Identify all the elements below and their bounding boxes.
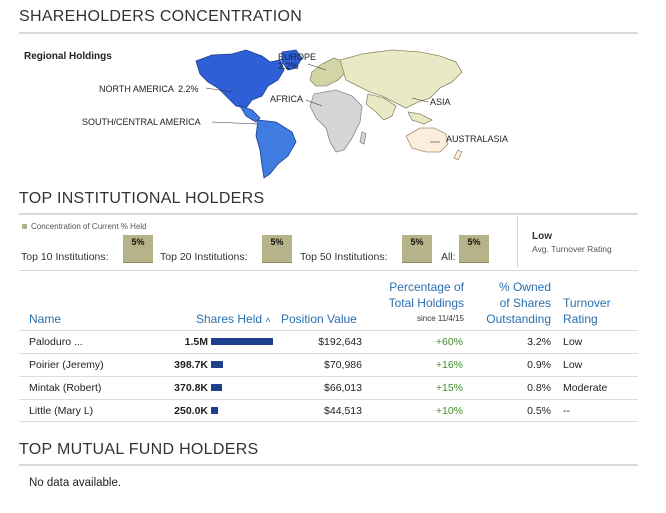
- holder-name[interactable]: Paloduro ...: [29, 336, 83, 348]
- concentration-value: 5%: [459, 235, 489, 263]
- top-institutional-holders-title: TOP INSTITUTIONAL HOLDERS: [19, 190, 265, 207]
- avg-turnover-value: Low: [532, 231, 552, 242]
- pct-change: +15%: [435, 382, 463, 394]
- region-australasia: [405, 127, 449, 153]
- header-pct-holdings-since: since 11/4/15: [417, 314, 464, 323]
- region-asia: [339, 49, 463, 109]
- table-row[interactable]: Poirier (Jeremy) 398.7K $70,986 +16% 0.9% Low: [19, 353, 638, 376]
- section-divider: [19, 464, 638, 466]
- regional-holdings-heading: Regional Holdings: [24, 51, 112, 62]
- concentration-label: Top 20 Institutions:: [160, 251, 248, 263]
- label-north-america-pct: 2.2%: [178, 84, 199, 94]
- label-africa: AFRICA: [270, 94, 304, 104]
- table-row[interactable]: Little (Mary L) 250.0K $44,513 +10% 0.5% --: [19, 399, 638, 422]
- sort-ascending-icon: ˄: [265, 315, 271, 325]
- concentration-value: 5%: [123, 235, 153, 263]
- pct-owned: 0.9%: [527, 359, 551, 371]
- position-value: $192,643: [318, 336, 362, 348]
- pct-change: +16%: [435, 359, 463, 371]
- header-pct-owned-line3[interactable]: Outstanding: [486, 312, 551, 326]
- legend-swatch: [22, 224, 27, 230]
- concentration-value: 5%: [402, 235, 432, 263]
- concentration-top20: Top 20 Institutions: 5%: [160, 235, 295, 263]
- label-europe: EUROPE: [278, 52, 317, 62]
- table-row[interactable]: Mintak (Robert) 370.8K $66,013 +15% 0.8% Mode…: [19, 376, 638, 399]
- region-central-america: [239, 105, 261, 123]
- header-shares-held[interactable]: Shares Held ˄: [196, 311, 271, 328]
- position-value: $66,013: [324, 382, 362, 394]
- regional-holdings-map: Regional Holdings EUROPE 3.2% NORTH AM: [0, 40, 666, 190]
- table-row[interactable]: Paloduro ... 1.5M $192,643 +60% 3.2% Low: [19, 330, 638, 353]
- header-name[interactable]: Name: [29, 312, 62, 326]
- label-europe-pct: 3.2%: [278, 61, 299, 71]
- concentration-legend-text: Concentration of Current % Held: [31, 222, 147, 231]
- header-pct-holdings-line1[interactable]: Percentage of: [389, 280, 464, 294]
- section-divider: [19, 32, 638, 34]
- region-europe: [309, 57, 347, 87]
- label-australasia: AUSTRALASIA: [446, 134, 509, 144]
- turnover-rating: Low: [563, 359, 583, 371]
- pct-owned: 0.8%: [527, 382, 551, 394]
- region-south-asia: [365, 93, 397, 121]
- shareholders-concentration-title: SHAREHOLDERS CONCENTRATION: [19, 8, 303, 25]
- concentration-top50: Top 50 Institutions: 5%: [300, 235, 435, 263]
- concentration-label: All:: [441, 251, 456, 263]
- region-greenland: [281, 49, 303, 71]
- turnover-rating: Low: [563, 336, 583, 348]
- region-south-america: [255, 119, 297, 179]
- region-africa: [309, 89, 363, 153]
- pct-change: +10%: [435, 405, 463, 417]
- position-value: $44,513: [324, 405, 362, 417]
- shares-held: 250.0K: [174, 405, 208, 417]
- vertical-divider: [517, 216, 518, 267]
- shares-bar: [211, 407, 218, 414]
- section-divider: [19, 270, 638, 271]
- header-shares-held-label: Shares Held: [196, 312, 263, 326]
- region-north-america: [195, 49, 285, 109]
- section-divider: [19, 213, 638, 215]
- label-south-central-america: SOUTH/CENTRAL AMERICA: [82, 117, 201, 127]
- holder-name[interactable]: Poirier (Jeremy): [29, 359, 104, 371]
- region-madagascar: [359, 131, 367, 145]
- pct-owned: 0.5%: [527, 405, 551, 417]
- shares-held: 370.8K: [174, 382, 208, 394]
- label-north-america: NORTH AMERICA: [99, 84, 174, 94]
- shares-held: 398.7K: [174, 359, 208, 371]
- header-pct-holdings-line2[interactable]: Total Holdings: [388, 296, 464, 310]
- header-pct-owned-line1[interactable]: % Owned: [498, 280, 551, 294]
- avg-turnover-label: Avg. Turnover Rating: [532, 244, 612, 254]
- turnover-rating: Moderate: [563, 382, 608, 394]
- header-turnover-line1[interactable]: Turnover: [563, 296, 611, 310]
- label-asia: ASIA: [430, 97, 451, 107]
- turnover-rating: --: [563, 405, 570, 417]
- position-value: $70,986: [324, 359, 362, 371]
- header-pct-owned-line2[interactable]: of Shares: [499, 296, 551, 310]
- concentration-all: All: 5%: [441, 235, 501, 263]
- top-mutual-fund-holders-title: TOP MUTUAL FUND HOLDERS: [19, 441, 259, 458]
- region-new-zealand: [453, 149, 463, 161]
- region-southeast-asia: [407, 111, 433, 125]
- no-data-message: No data available.: [29, 477, 122, 489]
- pct-owned: 3.2%: [527, 336, 551, 348]
- concentration-label: Top 50 Institutions:: [300, 251, 388, 263]
- world-map: [195, 49, 463, 179]
- concentration-top10: Top 10 Institutions: 5%: [21, 235, 156, 263]
- header-turnover-line2[interactable]: Rating: [563, 312, 598, 326]
- holder-name[interactable]: Little (Mary L): [29, 405, 94, 417]
- pct-change: +60%: [435, 336, 463, 348]
- shares-bar: [211, 384, 222, 391]
- concentration-label: Top 10 Institutions:: [21, 251, 109, 263]
- concentration-legend: Concentration of Current % Held: [22, 222, 147, 231]
- holder-name[interactable]: Mintak (Robert): [29, 382, 102, 394]
- shares-bar: [211, 361, 223, 368]
- header-position-value[interactable]: Position Value: [281, 312, 357, 326]
- shares-held: 1.5M: [184, 336, 208, 348]
- shares-bar: [211, 338, 273, 345]
- concentration-value: 5%: [262, 235, 292, 263]
